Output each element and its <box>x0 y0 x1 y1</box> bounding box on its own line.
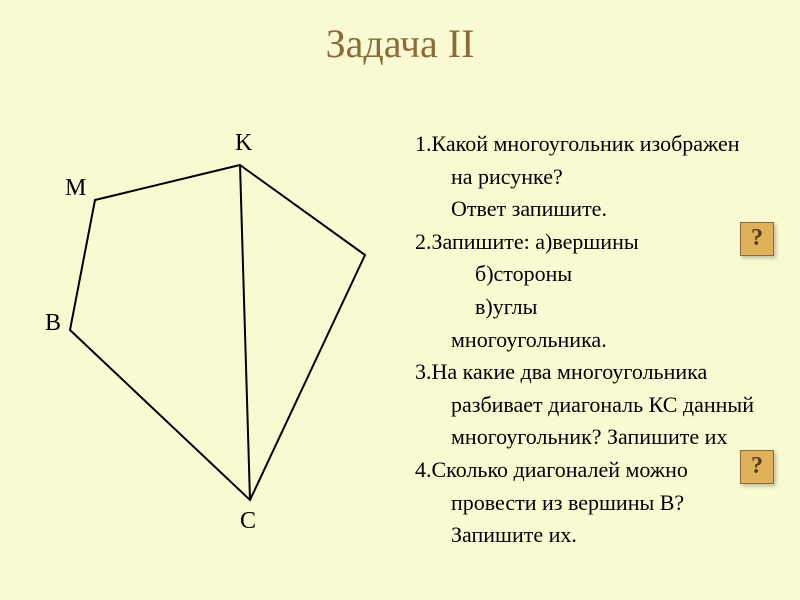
q3-l2: разбивает диагональ КС данный <box>415 391 775 420</box>
vertex-label-m: M <box>65 175 86 202</box>
q1-answer: Ответ запишите. <box>415 195 775 224</box>
diagonal-kc <box>240 165 250 500</box>
slide: Задача II K M B C 1.Какой многоугольник … <box>0 0 800 600</box>
q4-l1: 4.Сколько диагоналей можно <box>415 456 775 485</box>
q2-b: б)стороны <box>415 260 775 289</box>
vertex-label-b: B <box>45 310 61 337</box>
q4-l3: Запишите их. <box>415 521 775 550</box>
vertex-label-c: C <box>240 508 256 535</box>
help-icon-2[interactable]: ? <box>740 450 774 484</box>
q2-c2: многоугольника. <box>415 326 775 355</box>
q3-l3: многоугольник? Запишите их <box>415 423 775 452</box>
polygon-svg <box>40 130 400 530</box>
help-icon-1[interactable]: ? <box>740 222 774 256</box>
q1-line1: 1.Какой многоугольник изображен <box>415 130 775 159</box>
slide-title: Задача II <box>0 20 800 67</box>
q3-l1: 3.На какие два многоугольника <box>415 358 775 387</box>
q2-c: в)углы <box>415 293 775 322</box>
questions-block: 1.Какой многоугольник изображен на рисун… <box>415 130 775 554</box>
q1-line2: на рисунке? <box>415 163 775 192</box>
q4-l2: провести из вершины В? <box>415 489 775 518</box>
polygon-diagram: K M B C <box>40 130 400 530</box>
q2-a: 2.Запишите: а)вершины <box>415 228 775 257</box>
pentagon-shape <box>70 165 365 500</box>
vertex-label-k: K <box>235 130 252 157</box>
